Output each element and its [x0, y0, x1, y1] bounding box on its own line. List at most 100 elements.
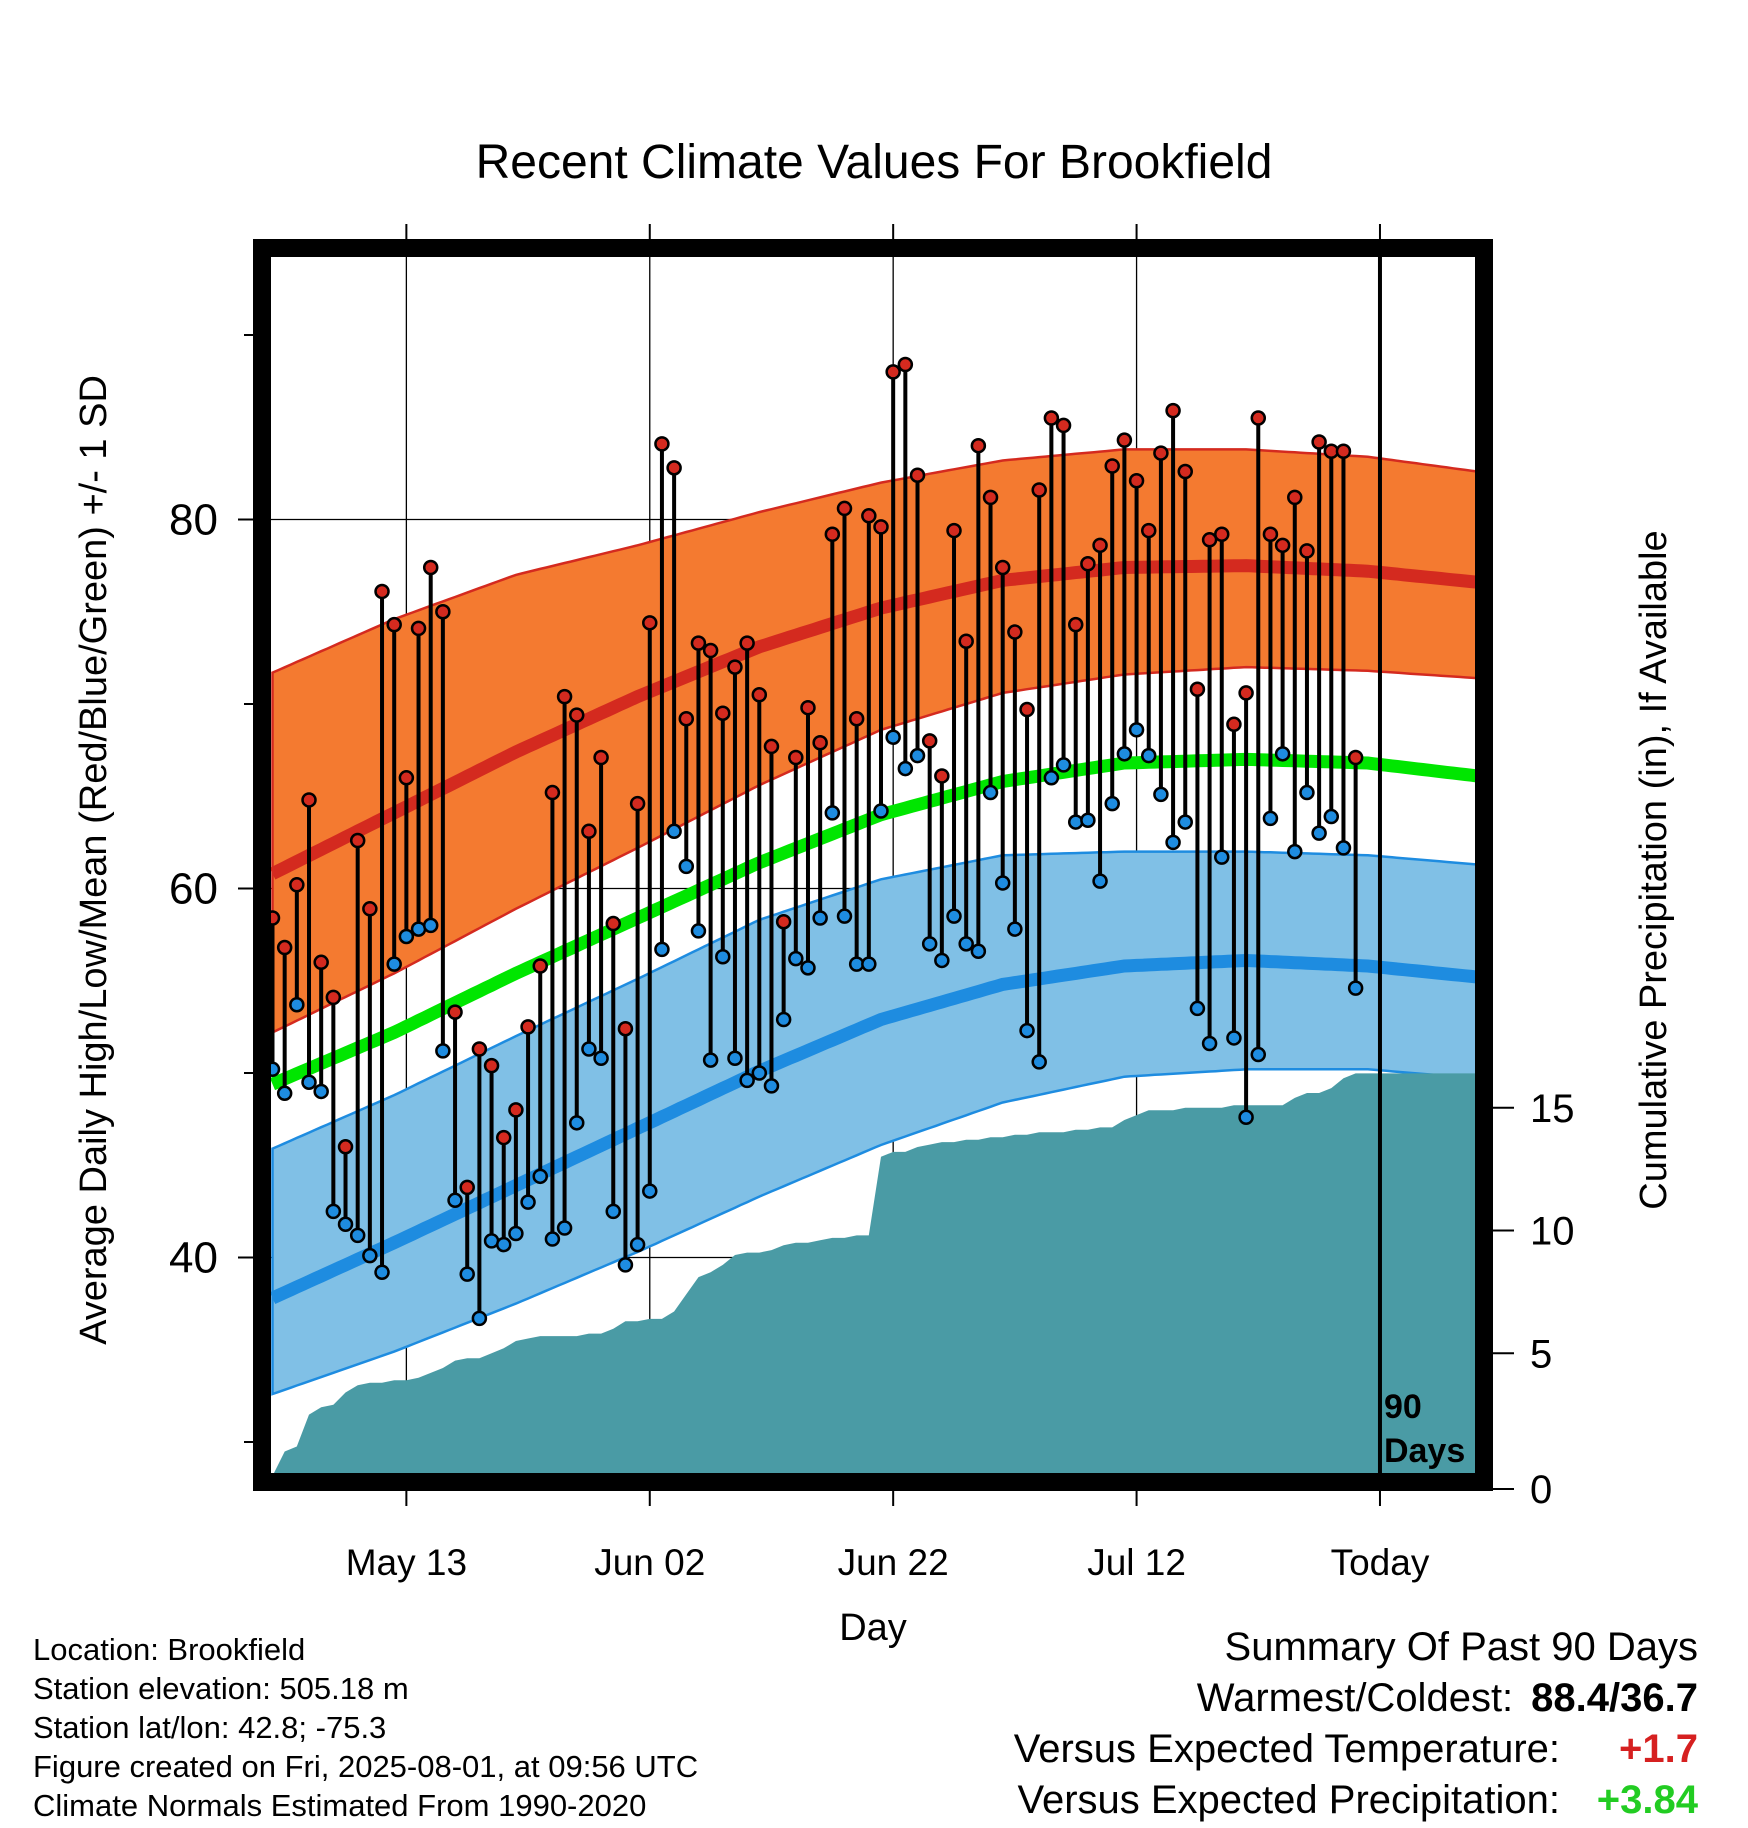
daily-high-point: [1226, 716, 1242, 733]
daily-low-point: [532, 1168, 548, 1185]
daily-high-point: [289, 877, 305, 893]
y2-tick-label: 10: [1530, 1210, 1575, 1254]
summary-precip-row: Versus Expected Precipitation: +3.84: [1014, 1775, 1698, 1826]
daily-low-point: [715, 949, 731, 965]
daily-low-point: [1092, 873, 1108, 889]
daily-high-point: [1067, 616, 1084, 633]
daily-high-point: [1165, 402, 1181, 419]
daily-low-point: [1311, 825, 1327, 841]
daily-high-point: [1335, 443, 1352, 459]
daily-low-point: [727, 1050, 743, 1066]
daily-low-point: [1128, 722, 1145, 738]
daily-high-point: [1140, 522, 1157, 539]
normal-low-line: [269, 953, 1479, 1305]
daily-high-point: [617, 1020, 634, 1037]
daily-high-point: [459, 1179, 475, 1196]
daily-high-point: [495, 1129, 512, 1146]
meta-latlon: Station lat/lon: 42.8; -75.3: [33, 1710, 387, 1745]
daily-low-point: [909, 747, 926, 764]
daily-low-point: [289, 996, 305, 1013]
daily-low-point: [946, 908, 962, 924]
daily-low-point: [1140, 747, 1157, 764]
daily-low-point: [1007, 921, 1023, 937]
daily-low-point: [1177, 814, 1193, 830]
daily-high-point: [897, 356, 914, 373]
daily-low-point: [1080, 812, 1096, 828]
daily-high-point: [422, 559, 439, 576]
daily-low-point: [1165, 834, 1181, 851]
plot-frame: [253, 239, 1493, 1491]
daily-high-point: [678, 711, 695, 727]
daily-high-point: [1311, 434, 1327, 450]
daily-low-point: [678, 858, 695, 875]
daily-high-point: [1287, 489, 1303, 506]
daily-low-point: [958, 936, 974, 952]
daily-low-point: [1323, 808, 1340, 825]
precipitation-area: [272, 1073, 1484, 1482]
daily-high-point: [824, 526, 841, 543]
x-tick-label: May 13: [346, 1542, 467, 1583]
daily-low-point: [1189, 1000, 1206, 1017]
daily-low-point: [836, 908, 853, 924]
daily-high-point: [435, 604, 451, 620]
precip-value: +3.84: [1596, 1778, 1698, 1822]
daily-low-point: [1250, 1046, 1267, 1063]
daily-low-point: [763, 1078, 780, 1094]
precip-label: Versus Expected Precipitation:: [1017, 1778, 1560, 1822]
daily-low-point: [751, 1065, 768, 1081]
daily-low-point: [702, 1052, 719, 1068]
daily-high-point: [337, 1139, 354, 1155]
normal-mean-line: [269, 752, 1479, 1091]
daily-low-point: [313, 1083, 329, 1100]
daily-low-point: [775, 1011, 792, 1028]
daily-low-point: [1153, 786, 1169, 803]
daily-low-point: [690, 923, 707, 939]
daily-high-point: [727, 659, 743, 675]
daily-low-point: [1019, 1022, 1035, 1039]
daily-low-point: [1287, 843, 1303, 860]
daily-high-point: [605, 915, 622, 932]
daily-high-point: [1274, 537, 1291, 554]
y-axis-label: Average Daily High/Low/Mean (Red/Blue/Gr…: [73, 375, 115, 1345]
daily-high-point: [374, 583, 390, 600]
summary-heading: Summary Of Past 90 Days: [1224, 1625, 1698, 1669]
daily-high-point: [958, 633, 974, 650]
daily-low-point: [861, 956, 877, 972]
x-tick-label: Jul 12: [1087, 1542, 1186, 1583]
daily-low-point: [605, 1203, 622, 1220]
daily-low-point: [325, 1203, 342, 1220]
meta-created: Figure created on Fri, 2025-08-01, at 09…: [33, 1749, 699, 1784]
daily-high-point: [690, 635, 707, 651]
y2-axis-label: Cumulative Precipitation (in), If Availa…: [1633, 530, 1675, 1209]
daily-low-point: [812, 910, 828, 926]
daily-high-point: [1250, 410, 1267, 426]
daily-points: [264, 356, 1364, 1327]
daily-high-point: [1128, 473, 1145, 489]
daily-high-point: [946, 522, 962, 539]
daily-high-point: [642, 615, 658, 631]
daily-high-point: [751, 687, 768, 703]
warmest-label: Warmest/Coldest:: [1196, 1676, 1514, 1720]
temp-value: +1.7: [1619, 1727, 1698, 1771]
daily-low-point: [422, 917, 439, 934]
daily-low-point: [508, 1225, 524, 1242]
daily-low-point: [1238, 1109, 1254, 1126]
days-label-number: 90: [1384, 1388, 1422, 1426]
daily-high-point: [1104, 458, 1120, 474]
daily-high-point: [1153, 445, 1169, 461]
daily-low-point: [739, 1072, 755, 1089]
y-tick-label: 60: [169, 865, 218, 914]
daily-high-point: [556, 688, 573, 705]
daily-high-point: [349, 832, 366, 849]
daily-low-point: [520, 1194, 536, 1210]
daily-low-point: [556, 1220, 573, 1236]
daily-low-point: [921, 936, 938, 952]
daily-low-point: [593, 1050, 609, 1066]
daily-low-point: [1116, 746, 1133, 762]
daily-high-point: [508, 1102, 524, 1118]
daily-low-point: [349, 1227, 366, 1244]
daily-high-point: [715, 705, 731, 721]
daily-low-point: [1214, 849, 1230, 865]
daily-high-point: [276, 939, 293, 956]
daily-low-point: [337, 1216, 354, 1233]
